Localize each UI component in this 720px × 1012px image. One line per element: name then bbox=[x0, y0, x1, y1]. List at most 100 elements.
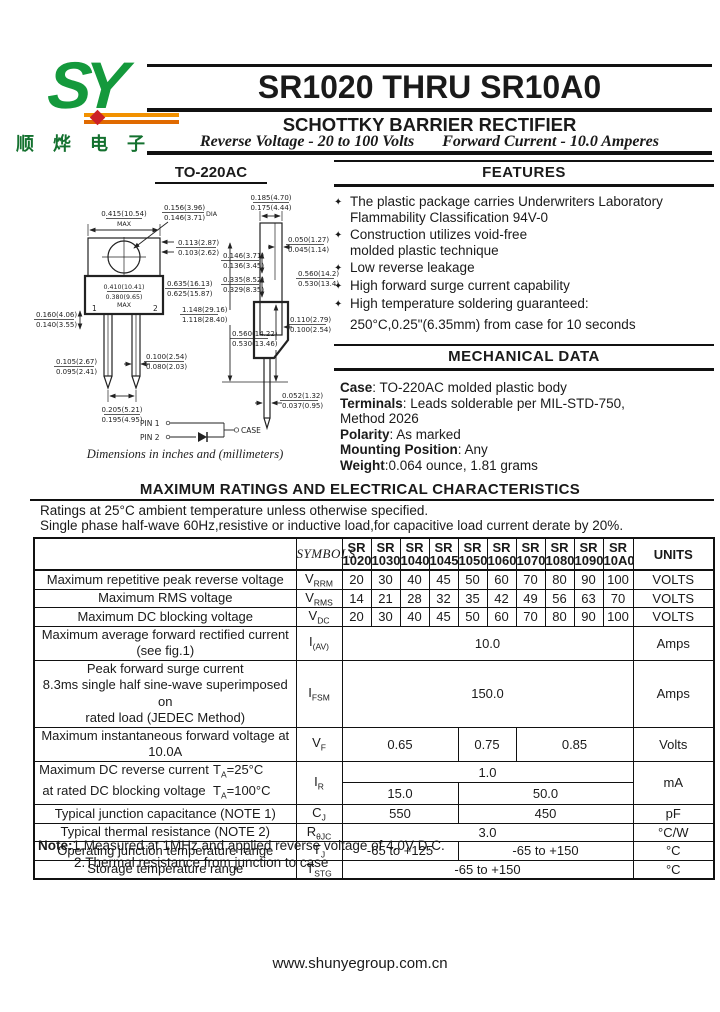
part-number-header: SR 10A0 bbox=[602, 537, 635, 571]
parameter-line: Maximum average forward rectified curren… bbox=[41, 626, 289, 642]
row-symbol: CJ bbox=[295, 803, 343, 824]
symbol-main: V bbox=[312, 735, 321, 751]
mechanical-line: Terminals: Leads solderable per MIL-STD-… bbox=[340, 396, 714, 412]
mechanical-label: Mounting Position bbox=[340, 442, 458, 457]
value-cell: 50 bbox=[457, 607, 488, 627]
part-suffix: 1045 bbox=[429, 553, 459, 568]
side-lead bbox=[263, 357, 271, 419]
features-title: FEATURES bbox=[334, 160, 714, 187]
symbol-subscript: F bbox=[320, 743, 326, 754]
dim-side-height-min: 0.530(13.4) bbox=[298, 280, 339, 288]
feature-line: Flammability Classification 94V-0 bbox=[350, 210, 549, 225]
feature-line: 250°C,0.25"(6.35mm) from case for 10 sec… bbox=[350, 317, 636, 332]
mechanical-label: Case bbox=[340, 380, 373, 395]
symbol-subscript: J bbox=[321, 812, 326, 823]
table-row: Typical junction capacitance (NOTE 1) CJ 5… bbox=[33, 803, 715, 824]
note-label: Note: bbox=[38, 838, 73, 853]
value-cell: 450 bbox=[457, 803, 634, 824]
value-cell: 45 bbox=[428, 607, 459, 627]
table-row: Maximum DC reverse current TA=25°C at rate… bbox=[33, 760, 715, 805]
diamond-bullet-icon: ✦ bbox=[334, 230, 343, 241]
value-cell: 32 bbox=[428, 588, 459, 609]
temp-symbol: T bbox=[213, 782, 221, 798]
row-symbol: IR bbox=[295, 760, 343, 805]
value-cell: -65 to +150 bbox=[457, 841, 634, 861]
part-prefix: SR bbox=[405, 540, 424, 555]
value-cell: 50.0 bbox=[457, 782, 634, 805]
table-row: Maximum average forward rectified curren… bbox=[33, 625, 715, 661]
value-cell: 90 bbox=[573, 607, 604, 627]
row-parameter: Maximum RMS voltage bbox=[33, 588, 297, 609]
units-header: UNITS bbox=[632, 537, 715, 571]
parameter-line: Maximum DC blocking voltage bbox=[77, 608, 254, 624]
feature-line: High temperature soldering guaranteed: bbox=[350, 296, 589, 311]
row-symbol: I(AV) bbox=[295, 625, 343, 661]
value-cell: 90 bbox=[573, 569, 604, 590]
mechanical-value: : TO-220AC molded plastic body bbox=[372, 380, 567, 395]
mechanical-line: Weight:0.064 ounce, 1.81 grams bbox=[340, 458, 714, 474]
tagline-forward-current: Forward Current - 10.0 Amperes bbox=[442, 133, 659, 150]
package-name: TO-220AC bbox=[155, 164, 267, 184]
feature-item: ✦ High forward surge current capability bbox=[334, 278, 714, 295]
dim-lead-step: 0.105(2.67) bbox=[56, 358, 97, 366]
feature-line: The plastic package carries Underwriters… bbox=[350, 194, 663, 209]
row-units: °C bbox=[632, 841, 715, 861]
package-outline-drawing: 0.415(10.54) MAX 0.156(3.96) 0.146(3.71)… bbox=[34, 194, 339, 442]
dim-lead-width-min: 0.080(2.03) bbox=[146, 363, 187, 371]
value-cell: 28 bbox=[399, 588, 430, 609]
dim-hole-edge-min: 0.103(2.62) bbox=[178, 249, 219, 257]
value-cell: 45 bbox=[428, 569, 459, 590]
temp-value: =100°C bbox=[226, 782, 271, 798]
symbol-main: I bbox=[308, 684, 312, 700]
features-section: FEATURES ✦ The plastic package carries Un… bbox=[334, 160, 714, 333]
part-number-header: SR 1030 bbox=[370, 537, 401, 571]
value-cell: 100 bbox=[602, 569, 634, 590]
dim-hole-dia: 0.156(3.96) bbox=[164, 204, 205, 212]
value-cell: 30 bbox=[370, 569, 401, 590]
parameter-line: rated load (JEDEC Method) bbox=[85, 710, 246, 726]
dim-body-thickness: 0.185(4.70) bbox=[250, 194, 291, 202]
value-cell: 550 bbox=[341, 803, 459, 824]
logo-stripe bbox=[84, 120, 179, 124]
symbol-main: V bbox=[308, 608, 318, 624]
part-number-header: SR 1060 bbox=[486, 537, 517, 571]
ratings-condition-1: Ratings at 25°C ambient temperature unle… bbox=[40, 503, 429, 518]
feature-line: High forward surge current capability bbox=[350, 278, 570, 293]
side-body bbox=[252, 300, 290, 360]
value-cell: 60 bbox=[486, 569, 517, 590]
part-suffix: 1090 bbox=[574, 553, 604, 568]
dim-tab-height-min: 0.136(3.45) bbox=[223, 262, 264, 270]
feature-text: Low reverse leakage bbox=[350, 260, 475, 277]
dim-lead-spacing: 0.205(5.21) bbox=[101, 406, 142, 414]
feature-line: molded plastic technique bbox=[350, 243, 499, 258]
row-parameter: Maximum average forward rectified curren… bbox=[33, 625, 297, 661]
mechanical-section: MECHANICAL DATA Case: TO-220AC molded pl… bbox=[334, 344, 714, 473]
company-name-chinese: 顺 烨 电 子 bbox=[16, 134, 153, 154]
row-parameter: Maximum instantaneous forward voltage at… bbox=[33, 726, 297, 762]
row-units: pF bbox=[632, 803, 715, 824]
parameter-line: Maximum RMS voltage bbox=[98, 590, 233, 606]
dim-lead-thickness: 0.052(1.32) bbox=[282, 392, 323, 400]
symbol-subscript: FSM bbox=[311, 692, 330, 703]
part-suffix: 1030 bbox=[371, 553, 401, 568]
value-cell: 14 bbox=[341, 588, 372, 609]
parameter-line: Maximum DC reverse current TA=25°C bbox=[35, 762, 296, 783]
value-cell: 21 bbox=[370, 588, 401, 609]
symbol-subscript: J bbox=[320, 849, 326, 860]
value-cell: 1.0 bbox=[341, 760, 634, 784]
dim-tab-thickness-min: 0.045(1.14) bbox=[288, 246, 329, 254]
parameter-text: Maximum DC reverse current bbox=[39, 761, 209, 777]
dim-lead-spacing-min: 0.195(4.95) bbox=[101, 416, 142, 424]
value-cell: 60 bbox=[486, 607, 517, 627]
symbol-main: C bbox=[312, 804, 322, 820]
row-parameter: Maximum DC reverse current TA=25°C at rate… bbox=[33, 760, 297, 805]
part-number-header: SR 1070 bbox=[515, 537, 546, 571]
features-list: ✦ The plastic package carries Underwriter… bbox=[334, 194, 714, 333]
feature-text: High temperature soldering guaranteed: 25… bbox=[350, 296, 636, 333]
mechanical-label: Weight bbox=[340, 457, 385, 473]
feature-text: High forward surge current capability bbox=[350, 278, 570, 295]
diamond-bullet-icon: ✦ bbox=[334, 281, 343, 292]
symbol-main: V bbox=[304, 571, 314, 586]
part-prefix: SR bbox=[463, 540, 482, 555]
dim-body-width-max-label: MAX bbox=[117, 302, 132, 309]
